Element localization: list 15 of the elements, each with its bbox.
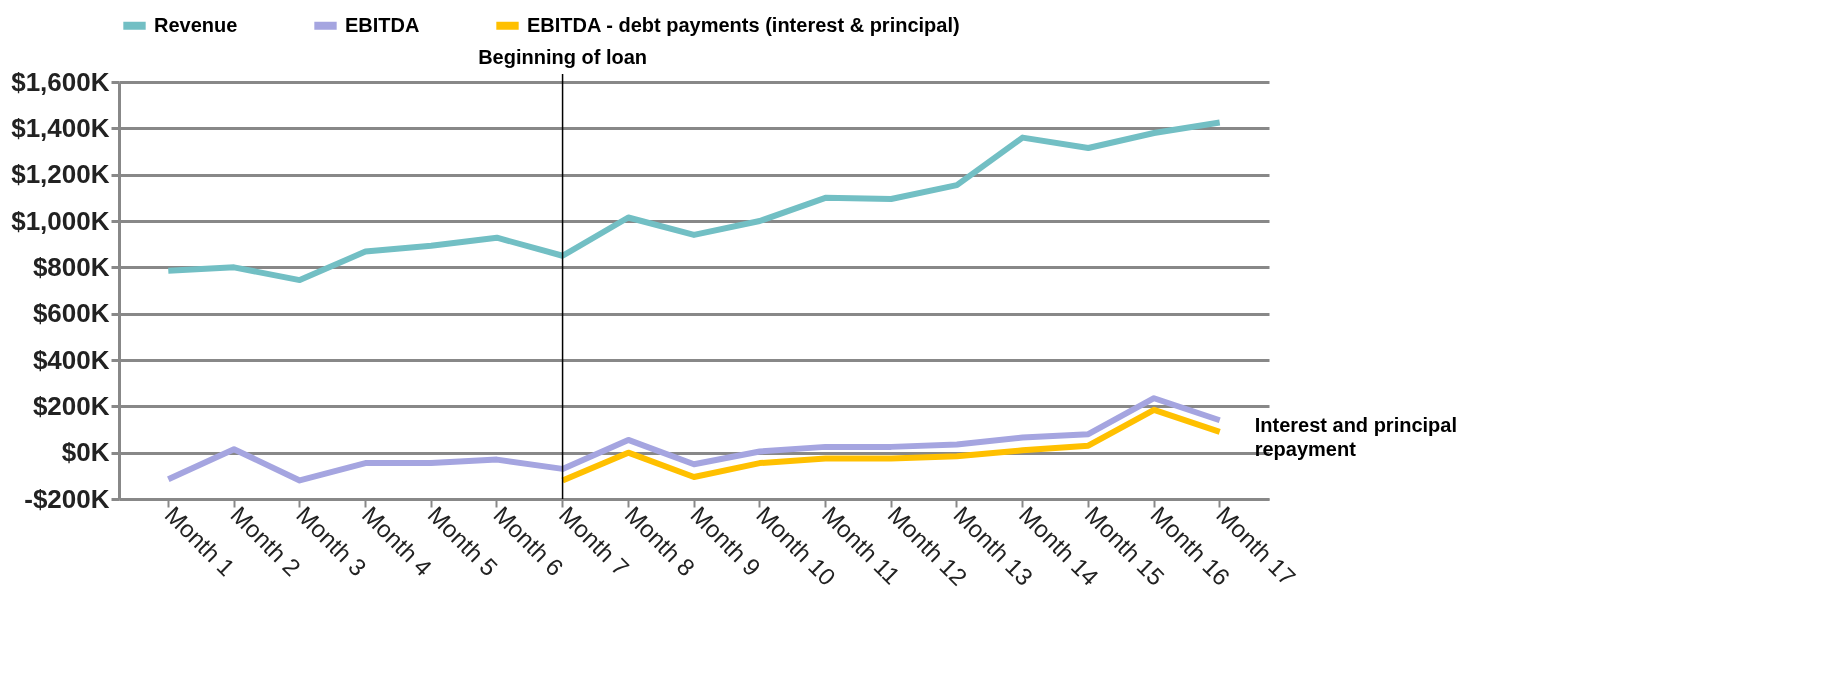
y-tick-label: $0K	[61, 437, 110, 468]
annotation: Interest and principal repayment	[1254, 414, 1457, 461]
legend-label: Revenue	[154, 13, 238, 36]
legend-label: EBITDA - debt payments (interest & principal)	[527, 13, 960, 36]
y-tick-label: $1,600K	[11, 66, 110, 97]
y-tick-label: $1,000K	[11, 205, 110, 236]
y-tick-label: -$200K	[24, 483, 110, 514]
y-tick-label: $600K	[32, 298, 110, 329]
legend-label: EBITDA	[345, 13, 420, 36]
y-tick-label: $800K	[32, 251, 110, 282]
ref-line-label: Beginning of loan	[478, 46, 648, 68]
y-tick-label: $200K	[32, 390, 110, 421]
y-tick-label: $1,400K	[11, 112, 110, 143]
y-tick-label: $400K	[32, 344, 110, 375]
y-tick-label: $1,200K	[11, 159, 110, 190]
